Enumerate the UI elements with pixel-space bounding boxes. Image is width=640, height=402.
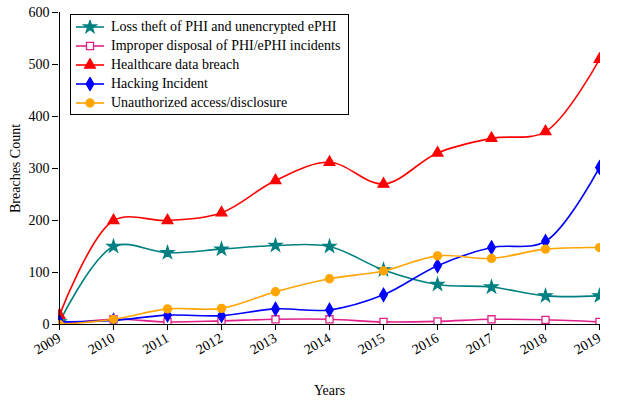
html-text:Hacking Incident: Hacking Incident: [111, 76, 208, 91]
svg-text:300: 300: [29, 161, 50, 176]
svg-text:2011: 2011: [140, 330, 171, 357]
svg-text:2016: 2016: [409, 330, 441, 357]
svg-text:0: 0: [43, 317, 50, 332]
svg-text:600: 600: [29, 5, 50, 20]
svg-text:200: 200: [29, 213, 50, 228]
svg-text:500: 500: [29, 57, 50, 72]
svg-text:2010: 2010: [85, 330, 117, 357]
svg-text:Breaches Count: Breaches Count: [8, 124, 23, 213]
svg-text:Years: Years: [314, 383, 345, 398]
svg-text:2009: 2009: [31, 330, 63, 357]
html-text:Loss theft of PHI and unencryp: Loss theft of PHI and unencrypted ePHI: [111, 19, 337, 34]
svg-text:400: 400: [29, 109, 50, 124]
svg-text:2017: 2017: [463, 330, 495, 357]
svg-text:2012: 2012: [193, 330, 225, 357]
svg-text:2014: 2014: [301, 330, 333, 357]
html-text:Healthcare data breach: Healthcare data breach: [111, 57, 240, 72]
svg-text:100: 100: [29, 265, 50, 280]
html-text:Unauthorized access/disclosure: Unauthorized access/disclosure: [111, 95, 288, 110]
html-text:Improper disposal of PHI/ePHI: Improper disposal of PHI/ePHI incidents: [111, 38, 341, 53]
svg-text:2018: 2018: [517, 330, 549, 357]
svg-text:2019: 2019: [571, 330, 603, 357]
svg-text:2013: 2013: [247, 330, 279, 357]
svg-text:2015: 2015: [355, 330, 387, 357]
